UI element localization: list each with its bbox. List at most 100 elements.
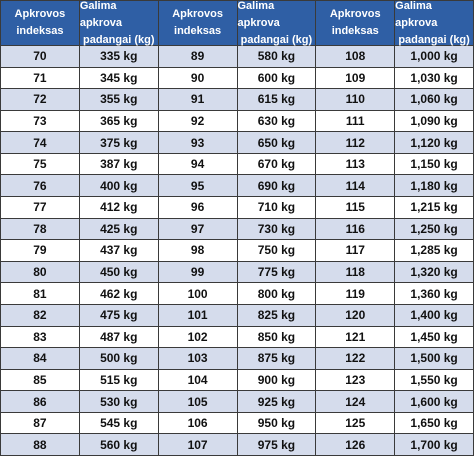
table-cell: 1,150 kg <box>395 153 473 175</box>
table-cell: 355 kg <box>79 89 158 110</box>
table-cell: 1,450 kg <box>395 326 473 348</box>
table-cell: 124 <box>316 391 395 412</box>
table-cell: 875 kg <box>237 348 316 369</box>
table-cell: 103 <box>158 348 237 369</box>
header-text: indeksas <box>174 25 222 37</box>
table-cell: 1,180 kg <box>395 175 473 197</box>
table-cell: 387 kg <box>79 153 158 175</box>
table-cell: 102 <box>158 326 237 348</box>
table-cell: 78 <box>1 218 79 240</box>
table-cell: 115 <box>316 197 395 218</box>
table-cell: 87 <box>1 412 79 434</box>
table-cell: 1,500 kg <box>395 348 473 369</box>
table-cell: 96 <box>158 197 237 218</box>
table-cell: 107 <box>158 434 237 455</box>
table-cell: 600 kg <box>237 67 316 89</box>
table-cell: 1,320 kg <box>395 261 473 283</box>
table-cell: 74 <box>1 132 79 153</box>
table-cell: 1,400 kg <box>395 304 473 326</box>
table-cell: 345 kg <box>79 67 158 89</box>
header-text: Galima apkrova <box>395 0 438 29</box>
table-cell: 80 <box>1 261 79 283</box>
table-cell: 122 <box>316 348 395 369</box>
table-cell: 750 kg <box>237 240 316 261</box>
table-cell: 120 <box>316 304 395 326</box>
table-cell: 77 <box>1 197 79 218</box>
header-cell: Apkrovos indeksas <box>158 1 237 45</box>
table-cell: 117 <box>316 240 395 261</box>
table-cell: 98 <box>158 240 237 261</box>
table-cell: 113 <box>316 153 395 175</box>
table-cell: 101 <box>158 304 237 326</box>
table-cell: 1,285 kg <box>395 240 473 261</box>
table-cell: 615 kg <box>237 89 316 110</box>
table-cell: 1,215 kg <box>395 197 473 218</box>
table-cell: 121 <box>316 326 395 348</box>
table-cell: 116 <box>316 218 395 240</box>
table-cell: 450 kg <box>79 261 158 283</box>
table-cell: 1,700 kg <box>395 434 473 455</box>
table-cell: 545 kg <box>79 412 158 434</box>
table-cell: 123 <box>316 369 395 391</box>
table-cell: 126 <box>316 434 395 455</box>
table-cell: 99 <box>158 261 237 283</box>
table-cell: 1,250 kg <box>395 218 473 240</box>
table-cell: 75 <box>1 153 79 175</box>
table-cell: 109 <box>316 67 395 89</box>
table-cell: 670 kg <box>237 153 316 175</box>
table-cell: 412 kg <box>79 197 158 218</box>
header-text: padangai (kg) <box>240 33 313 46</box>
table-cell: 94 <box>158 153 237 175</box>
table-cell: 73 <box>1 110 79 132</box>
table-cell: 106 <box>158 412 237 434</box>
table-cell: 800 kg <box>237 283 316 304</box>
table-cell: 82 <box>1 304 79 326</box>
table-cell: 775 kg <box>237 261 316 283</box>
table-cell: 475 kg <box>79 304 158 326</box>
table-cell: 114 <box>316 175 395 197</box>
table-cell: 850 kg <box>237 326 316 348</box>
table-cell: 112 <box>316 132 395 153</box>
table-cell: 650 kg <box>237 132 316 153</box>
table-cell: 88 <box>1 434 79 455</box>
header-text: indeksas <box>331 25 379 37</box>
table-cell: 85 <box>1 369 79 391</box>
table-cell: 89 <box>158 46 237 67</box>
header-text: Apkrovos <box>172 8 223 20</box>
header-text: Galima apkrova <box>79 0 123 29</box>
table-cell: 580 kg <box>237 46 316 67</box>
table-cell: 690 kg <box>237 175 316 197</box>
table-cell: 1,030 kg <box>395 67 473 89</box>
table-cell: 110 <box>316 89 395 110</box>
header-cell: Apkrovos indeksas <box>1 1 79 45</box>
table-cell: 365 kg <box>79 110 158 132</box>
table-cell: 71 <box>1 67 79 89</box>
table-cell: 1,550 kg <box>395 369 473 391</box>
table-cell: 1,600 kg <box>395 391 473 412</box>
header-text: padangai (kg) <box>398 33 470 46</box>
header-text: padangai (kg) <box>82 33 155 46</box>
table-cell: 925 kg <box>237 391 316 412</box>
table-cell: 84 <box>1 348 79 369</box>
table-cell: 119 <box>316 283 395 304</box>
table-cell: 1,000 kg <box>395 46 473 67</box>
table-cell: 91 <box>158 89 237 110</box>
table-cell: 425 kg <box>79 218 158 240</box>
table-cell: 81 <box>1 283 79 304</box>
table-cell: 487 kg <box>79 326 158 348</box>
header-cell: Galima apkrova padangai (kg) <box>395 0 473 46</box>
table-cell: 335 kg <box>79 46 158 67</box>
table-cell: 560 kg <box>79 434 158 455</box>
table-cell: 975 kg <box>237 434 316 455</box>
table-cell: 515 kg <box>79 369 158 391</box>
table-cell: 118 <box>316 261 395 283</box>
table-cell: 83 <box>1 326 79 348</box>
header-cell: Apkrovos indeksas <box>316 1 395 45</box>
table-cell: 500 kg <box>79 348 158 369</box>
table-cell: 950 kg <box>237 412 316 434</box>
table-cell: 95 <box>158 175 237 197</box>
table-cell: 93 <box>158 132 237 153</box>
table-cell: 1,120 kg <box>395 132 473 153</box>
